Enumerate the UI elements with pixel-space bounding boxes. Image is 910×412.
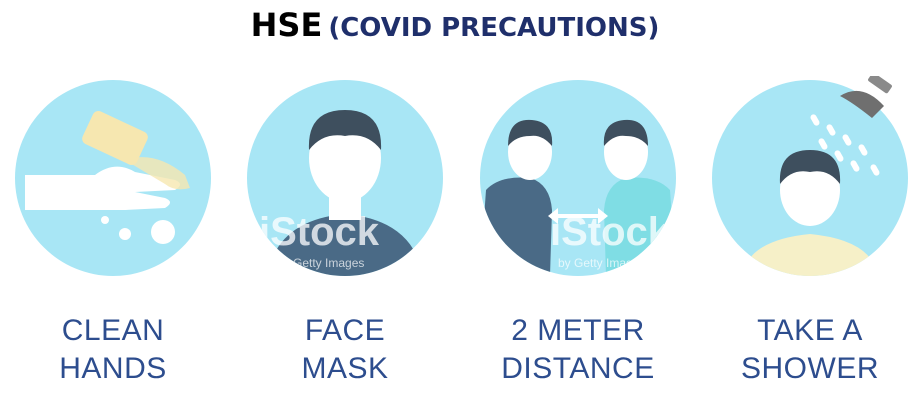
shower-head-icon [840, 76, 892, 118]
watermark-credit: by Getty Images [558, 256, 646, 270]
tile-label: TAKE A SHOWER [702, 312, 910, 388]
face-mask-icon: iStock by Getty Images [247, 80, 443, 276]
distance-icon: iStock by Getty Images [480, 80, 676, 276]
tile-label-line1: TAKE A [757, 314, 863, 347]
clean-hands-icon [15, 80, 211, 276]
tile-label-line2: SHOWER [741, 352, 879, 385]
tile-label: FACE MASK [237, 312, 453, 388]
tile-label-line2: MASK [301, 352, 389, 385]
tile-label-line1: 2 METER [511, 314, 645, 347]
tile-label: CLEAN HANDS [5, 312, 221, 388]
tile-label-line1: FACE [304, 314, 386, 347]
title-main: HSE [250, 6, 323, 44]
watermark-credit: by Getty Images [277, 256, 365, 270]
page-title: HSE (COVID PRECAUTIONS) [0, 6, 910, 44]
tile-label: 2 METER DISTANCE [470, 312, 686, 388]
watermark-brand: iStock [259, 210, 380, 254]
tile-label-line2: HANDS [59, 352, 167, 385]
tile-label-line1: CLEAN [61, 314, 165, 347]
tile-label-line2: DISTANCE [501, 352, 655, 385]
watermark-brand: iStock [550, 210, 671, 254]
title-sub: (COVID PRECAUTIONS) [328, 13, 660, 43]
